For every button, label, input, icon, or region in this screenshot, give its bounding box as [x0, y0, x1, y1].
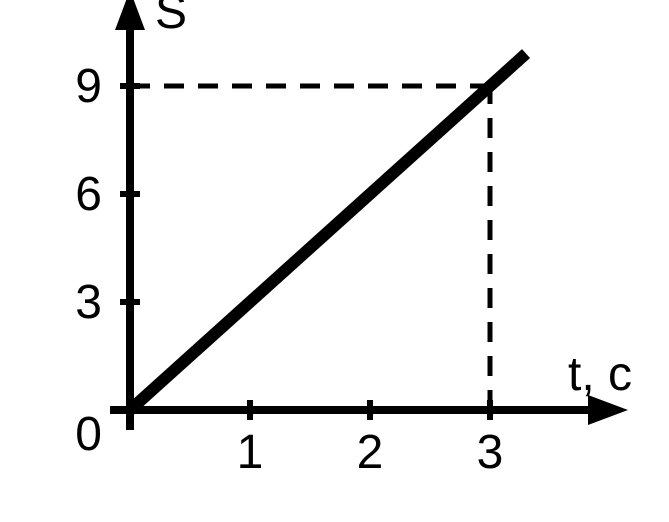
y-tick-label: 9: [75, 60, 102, 113]
y-axis: 3 6 9 S: [75, 0, 187, 430]
st-line-chart: 1 2 3 t, c 3 6 9 S 0: [0, 0, 669, 522]
y-axis-arrowhead: [115, 0, 145, 30]
x-tick-label: 2: [357, 426, 384, 479]
x-axis-label: t, c: [568, 348, 632, 401]
x-axis: 1 2 3 t, c: [110, 348, 632, 479]
y-tick-label: 3: [75, 276, 102, 329]
x-tick-label: 1: [237, 426, 264, 479]
origin-label: 0: [75, 408, 102, 461]
x-tick-label: 3: [477, 426, 504, 479]
y-axis-label: S: [155, 0, 187, 39]
y-tick-label: 6: [75, 168, 102, 221]
data-line: [130, 54, 526, 410]
